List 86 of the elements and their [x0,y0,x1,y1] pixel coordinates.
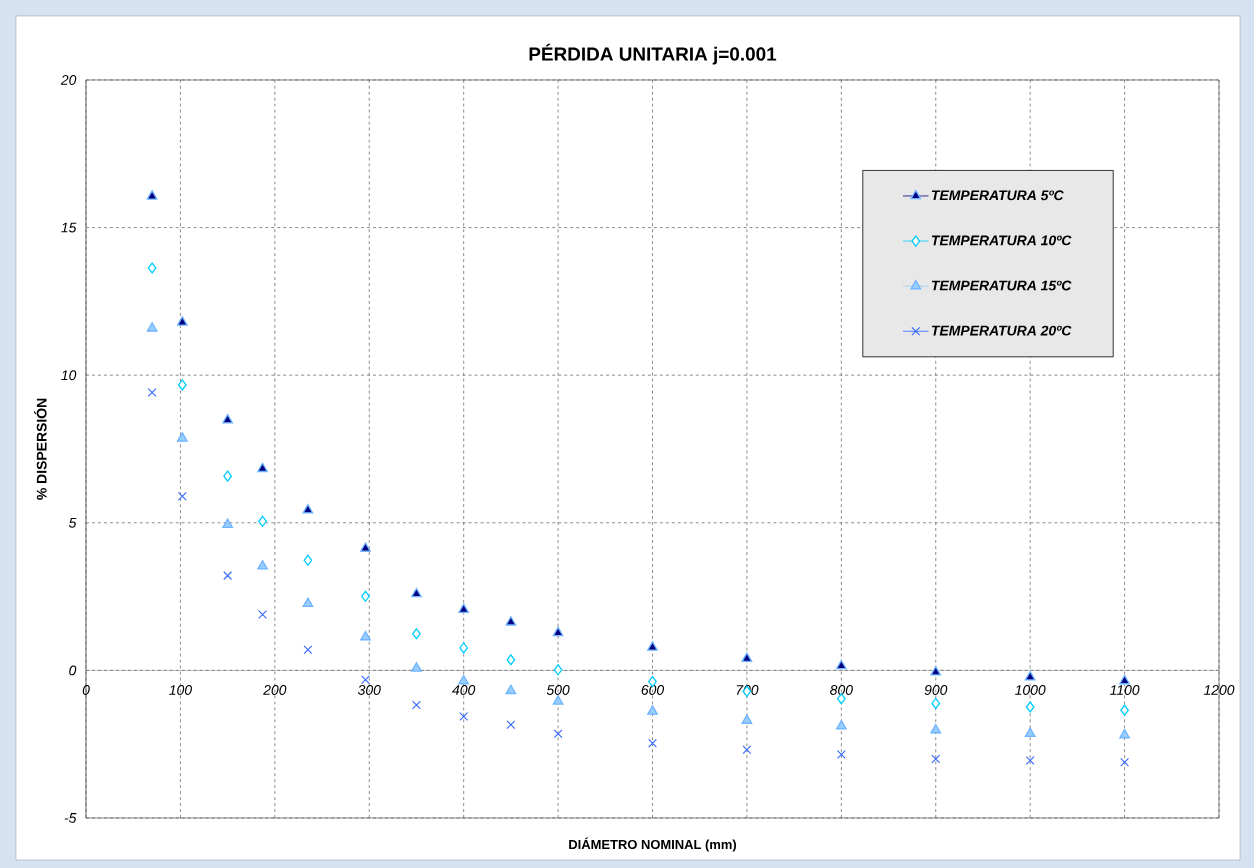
point [505,616,517,626]
point [647,705,658,715]
legend-label: TEMPERATURA 20ºC [931,325,1072,336]
point [1025,756,1035,765]
y-tick-label: 20 [60,75,77,85]
point [506,720,516,730]
point [742,745,752,755]
legend-label: TEMPERATURA 15ºC [931,280,1072,291]
point [222,413,234,424]
point [552,695,564,705]
point [1025,701,1035,713]
point [223,571,233,581]
x-tick-label: 1000 [1015,684,1046,695]
x-tick-label: 300 [357,684,381,695]
point [930,723,942,734]
x-tick-label: 0 [82,684,90,695]
point [1119,674,1130,685]
point [412,700,421,710]
x-tick-label: 200 [263,684,287,695]
x-axis-title: DIÁMETRO NOMINAL (mm) [569,837,737,852]
point [146,322,158,332]
point [411,587,422,598]
point [506,654,516,666]
point [302,503,314,514]
point [459,642,469,654]
point [552,626,564,637]
point [741,714,753,724]
y-tick-label: 10 [61,370,77,381]
y-tick-label: -5 [64,813,77,823]
y-axis-title: % DISPERSIÓN [34,398,47,500]
point [258,610,267,620]
point [931,754,941,764]
point [147,388,157,398]
point [147,262,157,274]
point [931,697,941,710]
point [361,590,370,602]
point [303,554,313,566]
y-tick-label: 15 [61,222,77,233]
x-tick-label: 500 [546,684,570,695]
x-tick-label: 900 [924,684,948,695]
point [360,542,371,552]
point [146,190,158,200]
x-tick-label: 800 [830,684,853,695]
point [361,675,370,685]
point [1024,727,1036,737]
chart-title: PÉRDIDA UNITARIA j=0.001 [529,43,777,65]
point [835,659,847,670]
x-tick-label: 400 [452,684,476,695]
point [648,738,657,748]
y-tick-label: 5 [68,517,77,528]
point [647,641,658,651]
point [412,628,421,640]
point [741,652,753,662]
point [505,684,517,695]
point [553,664,563,676]
legend-label: TEMPERATURA 10ºC [931,235,1072,246]
point [177,491,187,501]
point [1024,671,1036,681]
x-tick-label: 600 [641,684,665,695]
point [257,462,268,473]
point [835,720,847,730]
point [836,750,846,759]
x-tick-label: 1100 [1109,684,1140,695]
point [930,666,942,676]
point [303,645,313,655]
point [1119,728,1130,739]
point [302,597,314,608]
x-tick-label: 1200 [1203,684,1235,695]
point [258,515,267,527]
point [176,432,188,442]
point [458,674,470,685]
point [176,316,188,326]
y-tick-label: 0 [69,665,77,676]
x-tick-label: 100 [169,684,192,695]
legend-label: TEMPERATURA 5ºC [931,190,1064,201]
point [553,729,563,739]
point [1120,757,1130,767]
point [223,470,233,482]
point [360,630,371,641]
point [1120,704,1129,716]
point [222,518,234,528]
point [458,603,470,613]
point [459,712,469,721]
point [257,560,268,570]
point [411,662,422,672]
point [177,379,187,391]
